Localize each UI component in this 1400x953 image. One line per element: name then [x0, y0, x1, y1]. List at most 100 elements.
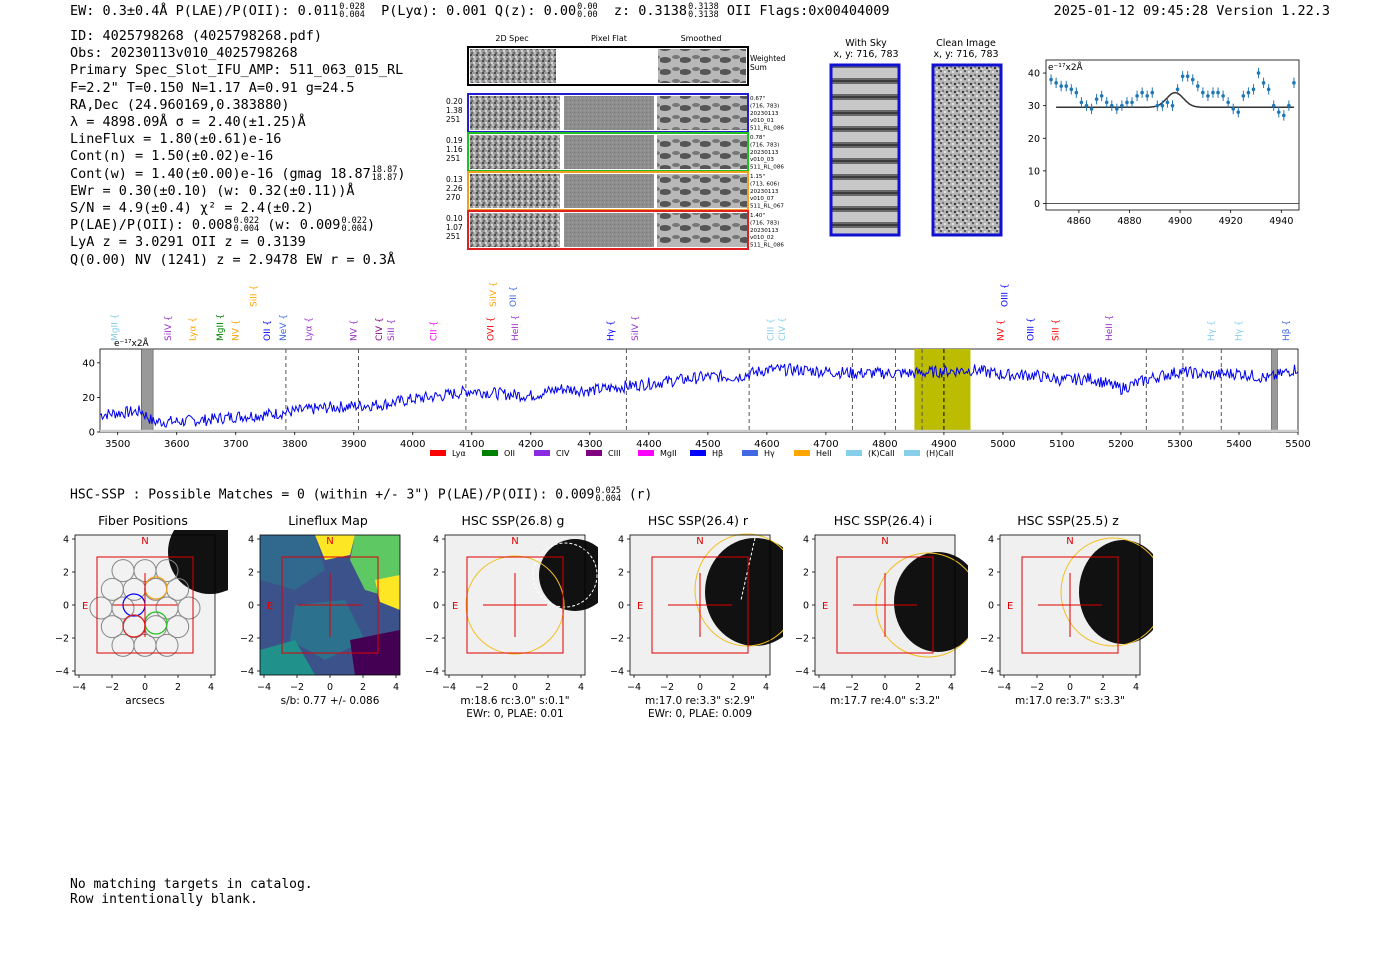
- panel-xtick-label: 2: [360, 682, 366, 693]
- cutout-left-value: 0.20: [446, 97, 463, 106]
- spectral-line-label: CIII {: [766, 318, 776, 341]
- fiber-circle: [155, 633, 179, 657]
- east-marker: E: [452, 601, 458, 612]
- panel-ytick-label: 0: [433, 601, 439, 612]
- spectrum-xtick-label: 4600: [754, 439, 779, 450]
- zoom-point: [1190, 77, 1195, 82]
- info-params: F=2.2" T=0.150 N=1.17 A=0.91 g=24.5: [70, 79, 355, 96]
- bright-source: [1079, 540, 1153, 644]
- header-ew: EW: 0.3±0.4Å P(LAE)/P(OII): 0.011: [70, 3, 339, 19]
- zoom-ytick-label: 20: [1028, 134, 1040, 145]
- panel-ytick-label: 0: [63, 601, 69, 612]
- spectral-line-label: MgII {: [111, 314, 121, 341]
- info-sn: S/N = 4.9(±0.4) χ² = 2.4(±0.2): [70, 200, 314, 217]
- spectral-line-label: OVI {: [487, 317, 497, 341]
- cutout-left-value: 1.16: [446, 145, 463, 154]
- panel-image: N E −4−4 −2 −2 0 0 2 2 4 4: [55, 530, 228, 693]
- spectrum-masked-region: [1271, 348, 1278, 433]
- spectral-line-label: CIV {: [778, 317, 788, 341]
- legend-label: Hβ: [712, 449, 723, 458]
- spectrum-xtick-label: 3500: [105, 439, 130, 450]
- info-id: ID: 4025798268 (4025798268.pdf): [70, 28, 322, 44]
- cutout-smoothed: [657, 96, 747, 130]
- zoom-point: [1206, 94, 1210, 98]
- legend-label: Lyα: [452, 449, 466, 458]
- north-marker: N: [141, 536, 148, 547]
- panel-ytick-label: 2: [618, 568, 624, 579]
- cutout-right-value: v010_01: [750, 118, 774, 124]
- zoom-point: [1125, 100, 1129, 105]
- spectrum-xtick-label: 4300: [577, 439, 602, 450]
- spectrum-xtick-label: 5100: [1049, 439, 1074, 450]
- hsc-sub: 0.004: [595, 494, 621, 504]
- spectrum-xtick-label: 4800: [872, 439, 897, 450]
- panel-xtick-label: 4: [948, 682, 954, 693]
- info-primary: Primary Spec_Slot_IFU_AMP: 511_063_015_R…: [70, 62, 404, 79]
- legend-label: CIV: [556, 449, 570, 458]
- panel-image: N E −4−4 −2 −2 0 0 2 2 4 4: [795, 535, 968, 693]
- panel-xtick-label: −4: [997, 682, 1011, 693]
- zoom-point: [1049, 77, 1053, 82]
- spectral-line-label: Hβ {: [1282, 320, 1292, 341]
- lineflux-blob: [375, 575, 400, 610]
- zoom-point: [1271, 103, 1276, 108]
- lineflux-blob: [315, 535, 355, 560]
- header-plya: P(Lyα): 0.001 Q(z): 0.00: [381, 3, 577, 19]
- info-lineflux: LineFlux = 1.80(±0.61)e-16: [70, 131, 282, 148]
- panel-ytick-label: 0: [803, 601, 809, 612]
- legend-swatch: [904, 450, 920, 456]
- cutout-left-value: 0.10: [446, 214, 463, 223]
- north-marker: N: [326, 536, 333, 547]
- zoom-point: [1130, 100, 1134, 105]
- zoom-point: [1115, 107, 1119, 111]
- fiber-circle: [111, 559, 135, 583]
- panel-ytick-label: 2: [433, 568, 439, 579]
- clean-image: [931, 63, 1003, 237]
- cutout-pixel-flat: [564, 135, 654, 169]
- panel-ytick-label: 4: [618, 535, 624, 546]
- panel-xtick-label: −4: [257, 682, 271, 693]
- cutout-right-value: 0.78": [750, 135, 765, 141]
- zoom-xtick-label: 4940: [1269, 216, 1293, 227]
- spectrum-xtick-label: 4700: [813, 439, 838, 450]
- zoom-point: [1287, 103, 1291, 108]
- legend-label: CIII: [608, 449, 621, 458]
- zoom-point: [1145, 94, 1149, 98]
- zoom-point: [1251, 87, 1256, 92]
- legend-swatch: [742, 450, 758, 456]
- panel-xtick-label: −2: [475, 682, 489, 693]
- zoom-xtick-label: 4920: [1219, 216, 1243, 227]
- info-contw-sub: 18.87: [371, 172, 398, 183]
- source-aperture: [532, 542, 598, 608]
- cutout-left-value: 251: [446, 232, 461, 241]
- panel-xtick-label: 0: [512, 682, 518, 693]
- cutout-right-value: (716, 783): [750, 220, 779, 226]
- zoom-point: [1094, 97, 1099, 101]
- spectrum-xtick-label: 4200: [518, 439, 543, 450]
- spectral-line-label: SiII {: [1051, 319, 1061, 341]
- spectrum-unit: e⁻¹⁷x2Å: [114, 337, 150, 349]
- spectrum-highlight-window: [914, 349, 971, 432]
- spectral-line-label: OIII {: [1027, 317, 1037, 341]
- cutout-left-value: 1.07: [446, 223, 463, 232]
- cutout-right-value: 1.40": [750, 213, 765, 219]
- imaging-panel: HSC SSP(26.4) r N E −4 −4 −2 −2 0 0 2 2 4 4 m:17.0 re…: [603, 512, 783, 727]
- zoom-point: [1059, 84, 1063, 88]
- cutout-2d-spec: [470, 213, 560, 247]
- header-ew-sub: 0.004: [339, 10, 365, 20]
- north-marker: N: [881, 536, 888, 547]
- sky-images: [829, 63, 1003, 237]
- panel-xtick-label: 0: [327, 682, 333, 693]
- spectrum-xtick-label: 3600: [164, 439, 189, 450]
- header-z: z: 0.3138: [613, 3, 688, 19]
- panel-caption: m:17.7 re:4.0" s:3.2": [830, 695, 940, 707]
- spectral-line-label: NV {: [232, 320, 242, 341]
- legend-swatch: [482, 450, 498, 456]
- cutout-right-value: 0.67": [750, 96, 765, 102]
- panel-box: [1021, 556, 1119, 654]
- zoom-chart-frame: [1045, 59, 1300, 211]
- spectrum-frame: [99, 348, 1299, 433]
- east-marker: E: [1007, 601, 1013, 612]
- spectral-line-label: SiIV {: [631, 315, 641, 341]
- zoom-point: [1165, 100, 1170, 105]
